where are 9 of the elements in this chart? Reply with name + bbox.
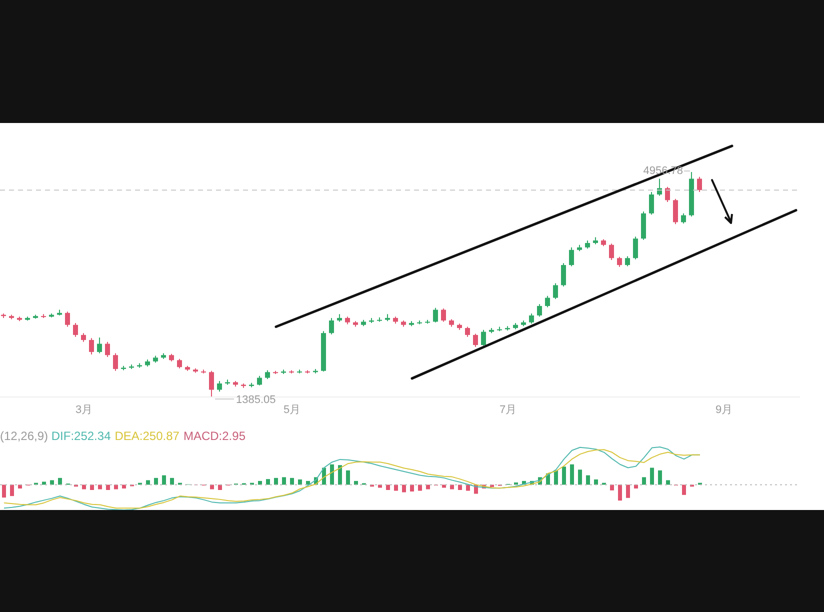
x-tick-label: 9月 <box>715 404 733 416</box>
text: DEA:250.87 <box>114 429 180 443</box>
text: MACD:2.95 <box>183 429 246 443</box>
chart-title: (12,26,9) <box>0 429 50 443</box>
x-tick-label: 7月 <box>499 404 517 416</box>
annotation: 1385.05 <box>236 394 276 406</box>
x-tick-label: 5月 <box>283 404 301 416</box>
text: DIF:252.34 <box>51 429 111 443</box>
x-tick-label: 3月 <box>75 404 93 416</box>
